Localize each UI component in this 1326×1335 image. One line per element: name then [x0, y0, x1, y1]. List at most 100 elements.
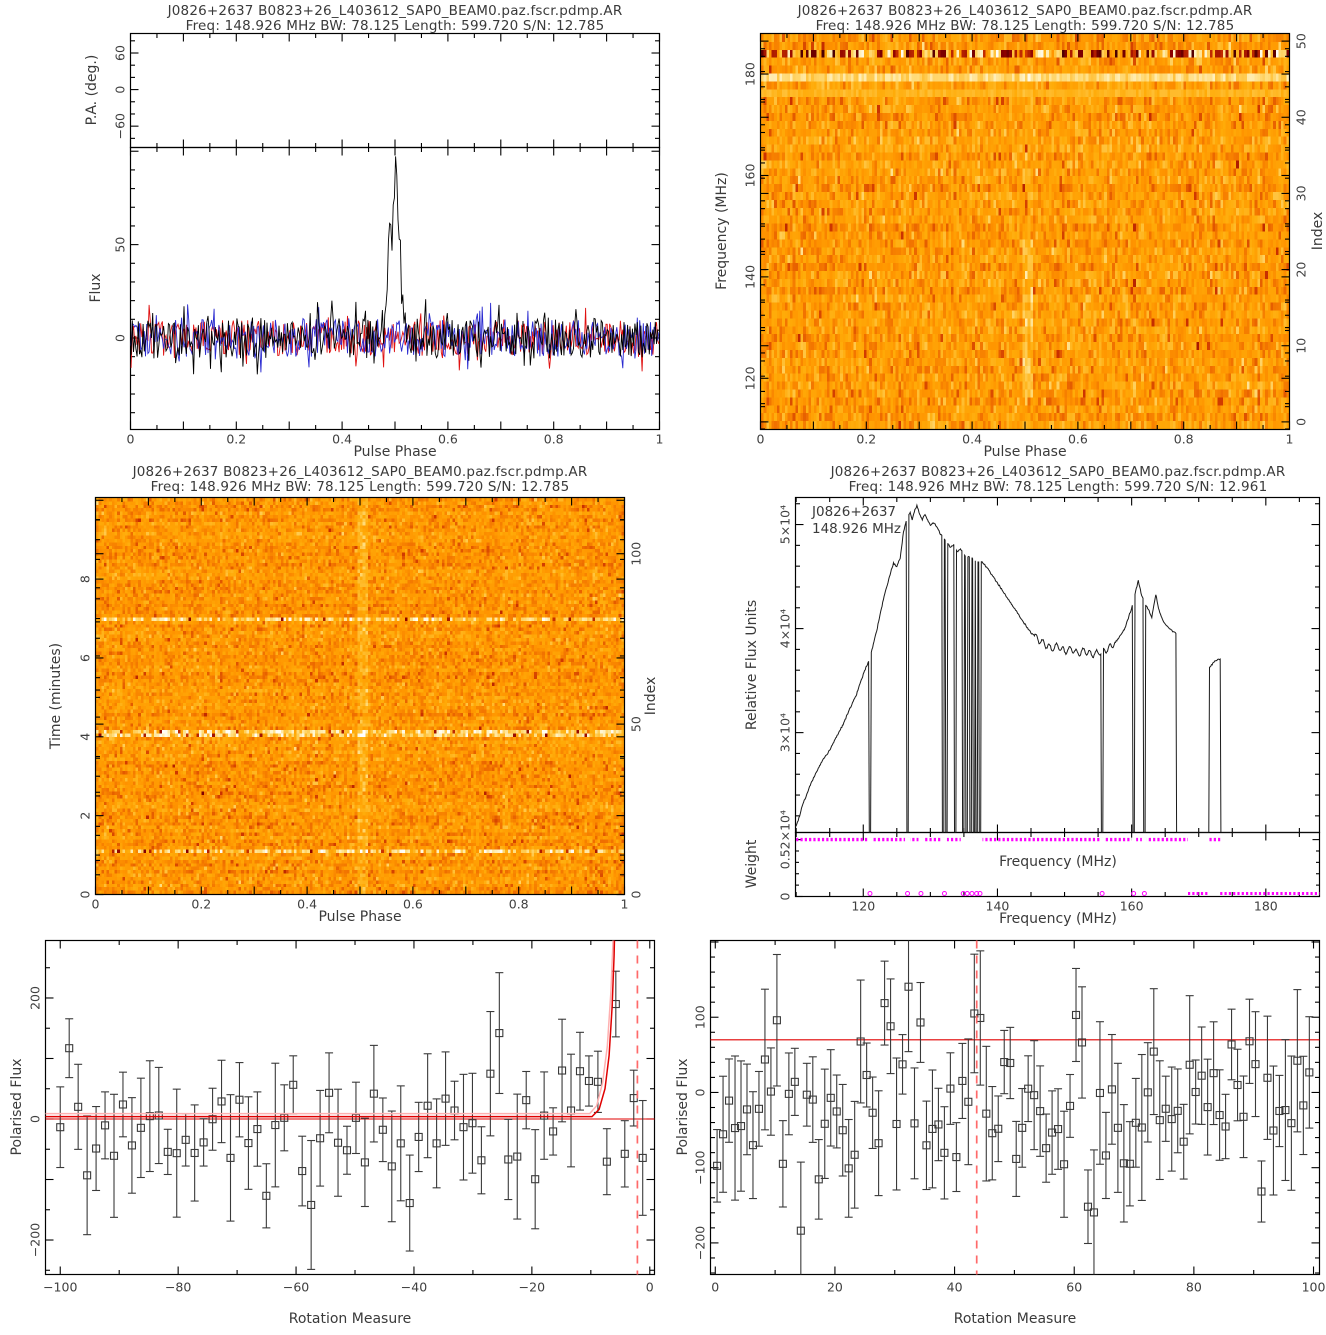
rm-marker-square [333, 1138, 343, 1147]
rm-pos-ylabel: Polarised Flux [675, 1058, 691, 1156]
rm-marker-square [1281, 1106, 1290, 1115]
rm-marker-square [1119, 1159, 1128, 1168]
rm-marker-square [405, 1198, 414, 1208]
rm-marker-square [118, 1100, 128, 1109]
axis-tick-label: 0.8 [1174, 432, 1194, 447]
rm-marker-square [802, 1090, 811, 1099]
axis-tick-label: 0.4 [332, 432, 352, 447]
rm-marker-square [1113, 1123, 1122, 1132]
rm-marker-square [369, 1089, 378, 1098]
rm-marker-square [1065, 1101, 1075, 1110]
rm-marker-square [1143, 1088, 1152, 1097]
axis-tick-label: 0.4 [297, 897, 317, 912]
rm-marker-square [271, 1120, 280, 1130]
rm-marker-square [856, 1037, 865, 1046]
rm-marker-square [1089, 1208, 1099, 1217]
rm-marker-square [1054, 1124, 1063, 1134]
rm-marker-square [558, 1066, 567, 1075]
rm-marker-square [127, 1141, 136, 1150]
rm-marker-square [898, 1060, 907, 1069]
profile-trace-circular-polarisation [130, 302, 660, 373]
rm-marker-square [904, 982, 913, 991]
axis-tick-label: 0 [646, 1280, 654, 1295]
time-phase-subtitle: Freq: 148.926 MHz BW: 78.125 Length: 599… [150, 479, 570, 495]
axis-tick-label: 200 [28, 986, 43, 1010]
weight-zero-marker [964, 891, 970, 896]
rm-marker-square [1263, 1073, 1272, 1082]
rm-marker-square [1299, 1101, 1308, 1110]
rm-marker-square [982, 1109, 991, 1118]
rm_scan_pos-content [710, 940, 1320, 1275]
rm-marker-square [1197, 1071, 1206, 1080]
axis-tick-label: −200 [693, 1226, 708, 1260]
axis-tick-label: 0.4 [962, 432, 982, 447]
axis-tick-label: 0.2 [856, 432, 876, 447]
rm-marker-square [808, 1095, 817, 1104]
profile-title: J0826+2637 B0823+26_L403612_SAP0_BEAM0.p… [167, 3, 623, 19]
axis-tick-label: 0 [711, 1280, 719, 1295]
rm-marker-square [1036, 1107, 1045, 1116]
weight-zero-marker [1131, 891, 1137, 896]
relative-flux-ylabel: Relative Flux Units [744, 599, 760, 731]
rm-marker-square [970, 1009, 979, 1018]
rm-marker-square [1293, 1056, 1302, 1065]
rm-marker-square [1179, 1137, 1188, 1146]
rm-marker-square [1227, 1040, 1236, 1049]
freq_phase-frame [759, 32, 1291, 431]
weight-zero-marker [941, 891, 947, 896]
rm-marker-square [1030, 1091, 1039, 1100]
rm-marker-square [719, 1130, 728, 1139]
rm-marker-square [307, 1200, 316, 1210]
rm-marker-square [163, 1147, 172, 1156]
weight-zero-marker [918, 891, 924, 896]
rm-marker-square [620, 1149, 629, 1158]
axis-tick-label: 8 [78, 575, 93, 583]
axis-tick-label: 0 [693, 1088, 708, 1096]
flux-ylabel: Flux [88, 273, 104, 303]
rm-marker-square [730, 1124, 740, 1133]
rm-marker-square [226, 1153, 235, 1162]
rm-marker-square [713, 1161, 722, 1170]
axis-tick-label: 0 [92, 897, 100, 912]
rm-marker-square [638, 1153, 647, 1162]
axis-tick-label: 60 [1066, 1280, 1082, 1295]
time-phase-xlabel: Pulse Phase [318, 909, 402, 925]
rm-marker-square [1173, 1106, 1182, 1115]
bandpass-curve-group [795, 503, 1320, 833]
axis-tick-label: −200 [28, 1223, 43, 1257]
rm-marker-square [958, 1076, 967, 1085]
rm-marker-square [360, 1158, 369, 1167]
rm-marker-square [1185, 1060, 1194, 1069]
rm-marker-square [1024, 1084, 1033, 1093]
rm-marker-square [208, 1115, 217, 1124]
weight-zero-marker [974, 891, 980, 896]
rm-marker-square [922, 1141, 931, 1150]
rm-marker-square [1149, 1047, 1158, 1056]
rm-marker-square [772, 1016, 781, 1025]
axis-tick-label: 0.52×10⁴ [778, 810, 793, 869]
profile-trace-total-intensity [130, 156, 660, 375]
rm_scan_pos-frame [709, 939, 1321, 1276]
rm-marker-square [468, 1119, 477, 1128]
axis-tick-label: 0.6 [403, 897, 423, 912]
axis-tick-label: −100 [693, 1150, 708, 1184]
rm-marker-square [1006, 1058, 1015, 1068]
weight-ylabel: Weight [744, 839, 760, 889]
rm-marker-square [1042, 1144, 1051, 1153]
rm-marker-square [83, 1171, 92, 1180]
weight-zero-marker [1141, 891, 1147, 896]
rm-marker-square [928, 1124, 937, 1133]
axis-tick-label: 5×10⁴ [778, 505, 793, 544]
rm-marker-square [1215, 1111, 1224, 1120]
rm-marker-square [952, 1153, 961, 1162]
rm-marker-square [1167, 1115, 1176, 1124]
profile-xlabel: Pulse Phase [353, 444, 437, 460]
axis-tick-label: 140 [986, 899, 1010, 914]
axis-tick-label: 40 [947, 1280, 963, 1295]
weight-zero-marker [969, 891, 975, 896]
rm-marker-square [1155, 1116, 1164, 1125]
axis-tick-label: 0.2 [191, 897, 211, 912]
weight-zero-marker [960, 891, 966, 896]
